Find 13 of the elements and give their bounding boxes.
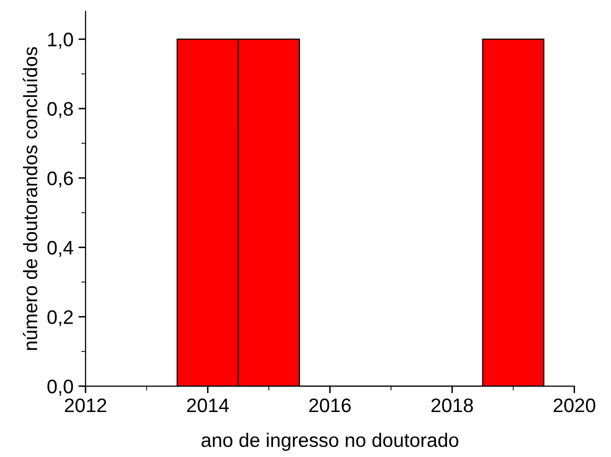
y-tick-label: 0,4 [47,240,74,257]
y-tick-label: 0,6 [47,171,73,188]
y-tick-label: 1,0 [48,32,73,49]
y-tick-label: 0,8 [47,102,73,118]
y-tick-label: 0,2 [47,310,73,326]
x-tick-label: 2020 [554,398,596,412]
y-tick-label: 0,0 [47,380,73,396]
y-axis-title: número de doutorandos concluídos [22,47,38,350]
x-axis-title: ano de ingresso no doutorado [202,432,458,451]
x-tick-label: 2018 [431,398,473,412]
x-tick-label: 2012 [64,398,106,412]
x-tick-label: 2016 [309,398,351,412]
x-tick-label: 2014 [187,398,229,412]
